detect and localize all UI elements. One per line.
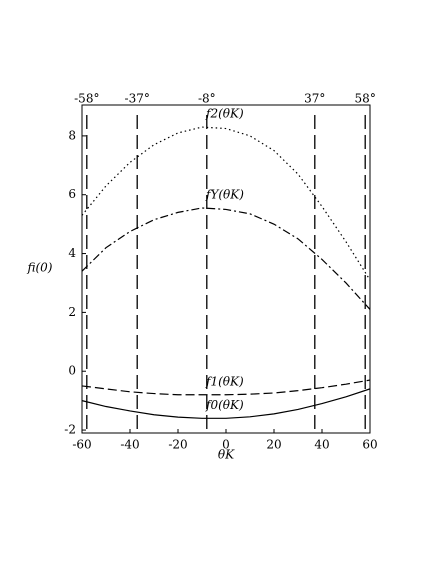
x-tick-label: -40 — [120, 438, 139, 452]
x-tick-label: 20 — [266, 438, 281, 452]
reference-label: -58° — [74, 92, 99, 106]
series-label: f2(θK) — [205, 107, 244, 121]
x-tick-label: 40 — [314, 438, 329, 452]
y-tick-label: 2 — [68, 305, 76, 319]
x-tick-label: -60 — [72, 438, 91, 452]
y-tick-label: 6 — [68, 187, 76, 201]
series-line — [81, 379, 371, 396]
y-tick-label: 0 — [68, 364, 76, 378]
y-tick-label: -2 — [64, 423, 76, 437]
series-line — [81, 207, 371, 310]
x-axis-label: θK — [218, 448, 235, 462]
reference-label: -37° — [125, 92, 150, 106]
series-line — [81, 126, 371, 281]
x-tick-label: 60 — [362, 438, 377, 452]
x-tick-label: -20 — [168, 438, 187, 452]
y-tick-label: 4 — [68, 246, 76, 260]
series-label: f0(θK) — [205, 398, 244, 412]
y-axis-label: fi(0) — [26, 261, 52, 275]
y-tick-label: 8 — [68, 128, 76, 142]
series-line — [81, 388, 371, 419]
series-label: fY(θK) — [205, 187, 244, 201]
reference-label: 58° — [355, 92, 376, 106]
x-tick-label: 0 — [222, 438, 230, 452]
reference-label: 37° — [304, 92, 325, 106]
reference-label: -8° — [198, 92, 216, 106]
series-label: f1(θK) — [205, 374, 244, 388]
